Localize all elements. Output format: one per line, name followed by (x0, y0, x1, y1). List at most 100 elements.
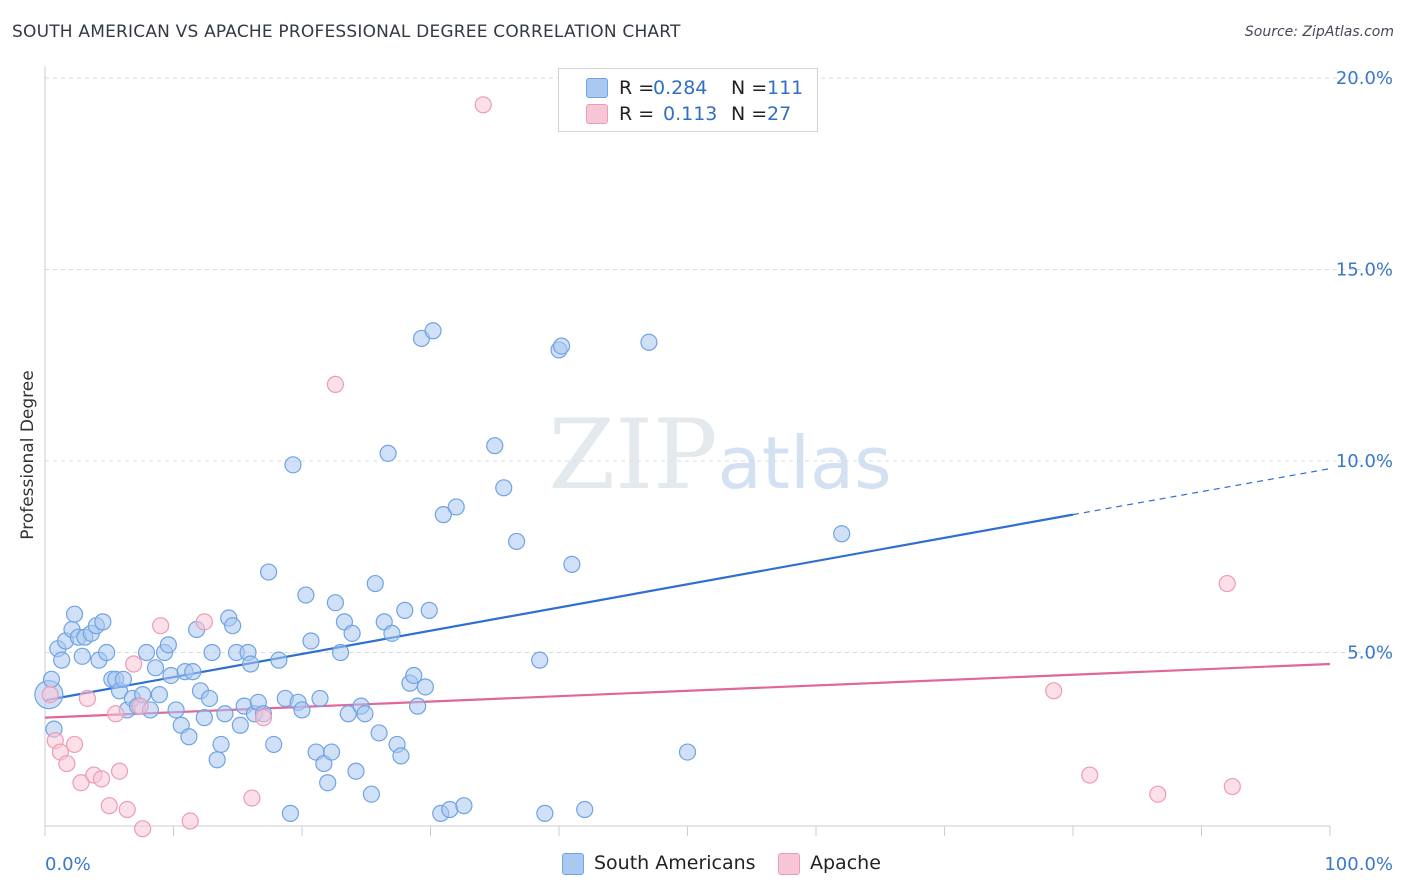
legend-box: R = 0.284 N = 111 R = 0.113 N = 27 (558, 68, 818, 132)
point-apache (1045, 682, 1063, 700)
point-south-americans (184, 663, 202, 681)
point-south-americans (405, 666, 423, 685)
point-south-americans (216, 705, 234, 723)
point-south-americans (302, 632, 320, 650)
point-south-americans (409, 697, 427, 715)
point-apache (131, 697, 149, 715)
point-apache (1218, 574, 1236, 593)
legend-n-label: N = (731, 103, 768, 125)
point-south-americans (137, 643, 156, 662)
point-south-americans (231, 716, 249, 734)
point-south-americans (293, 701, 311, 719)
x-tick-label: 0.0% (45, 854, 91, 875)
point-south-americans (347, 762, 365, 780)
gridlines (45, 77, 1392, 653)
point-apache (72, 774, 90, 792)
point-south-americans (356, 705, 374, 723)
legend-swatch-blue (562, 853, 584, 875)
x-tick-label: 100.0% (1324, 854, 1393, 875)
legend-label: South Americans (594, 852, 756, 874)
point-south-americans (319, 774, 337, 792)
point-south-americans (833, 525, 851, 543)
point-south-americans (297, 586, 315, 604)
point-south-americans (392, 747, 410, 765)
point-south-americans (242, 655, 260, 673)
point-apache (1149, 785, 1167, 803)
tick-labels: 5.0% 10.0% 15.0% 20.0% 0.0% 100.0% (45, 68, 1393, 875)
source-label: Source: ZipAtlas.com (1244, 24, 1394, 40)
point-south-americans (379, 444, 397, 462)
trend-line-extension (1072, 468, 1331, 516)
point-apache (41, 686, 59, 704)
point-apache (195, 613, 213, 631)
point-south-americans (536, 804, 554, 822)
point-south-americans (42, 670, 61, 688)
point-south-americans (98, 643, 116, 662)
point-apache (58, 754, 76, 773)
legend-swatch-pink (778, 853, 800, 875)
point-apache (254, 709, 273, 727)
y-tick-label: 5.0% (1347, 643, 1393, 664)
point-apache (326, 375, 345, 393)
point-south-americans (420, 601, 438, 619)
point-south-americans (180, 728, 198, 746)
point-south-americans (208, 751, 226, 769)
legend-n-label: N = (731, 77, 768, 99)
point-south-americans (94, 613, 112, 631)
point-apache (181, 812, 199, 830)
point-south-americans (383, 624, 401, 642)
point-south-americans (270, 651, 288, 669)
point-south-americans (455, 797, 473, 815)
point-apache (125, 655, 143, 673)
point-south-americans (495, 479, 513, 497)
point-apache (118, 800, 136, 819)
point-south-americans (212, 735, 230, 754)
point-south-americans (265, 735, 283, 754)
point-apache (152, 617, 170, 635)
point-apache (110, 762, 129, 780)
point-south-americans (343, 624, 361, 642)
point-south-americans (447, 498, 465, 516)
point-apache (92, 770, 111, 788)
watermark-atlas: atlas (718, 421, 892, 505)
point-south-americans (65, 605, 84, 623)
point-south-americans (162, 666, 180, 685)
point-south-americans (200, 689, 219, 708)
trend-line-south-americans (44, 513, 1074, 702)
legend-n-value: 27 (767, 103, 792, 125)
point-south-americans (326, 594, 345, 612)
point-south-americans (576, 800, 594, 819)
point-south-americans (322, 743, 341, 761)
legend-swatch-blue (586, 78, 608, 98)
point-south-americans (640, 333, 658, 351)
y-tick-label: 15.0% (1336, 260, 1393, 281)
legend-swatch-pink (586, 104, 608, 124)
legend-n-value: 111 (767, 77, 804, 99)
watermark-zip: ZIP (548, 399, 717, 511)
point-apache (474, 96, 492, 114)
data-points (34, 96, 1241, 838)
legend-label: Apache (810, 852, 881, 874)
legend-r-value: 0.284 (653, 77, 708, 99)
point-apache (107, 705, 125, 723)
point-south-americans (167, 701, 185, 719)
point-south-americans (150, 686, 168, 704)
point-apache (1223, 777, 1241, 796)
point-south-americans (441, 800, 459, 819)
legend-r-value: 0.113 (663, 103, 718, 125)
point-south-americans (370, 724, 388, 742)
point-south-americans (203, 643, 221, 662)
point-south-americans (53, 651, 71, 669)
point-south-americans (563, 555, 581, 574)
point-apache (1081, 766, 1099, 784)
point-south-americans (531, 651, 549, 669)
point-south-americans (224, 617, 242, 635)
point-apache (134, 820, 152, 838)
legend-r-label: R = (619, 77, 655, 99)
point-south-americans (396, 601, 414, 619)
point-south-americans (159, 636, 177, 654)
point-south-americans (416, 678, 434, 696)
point-south-americans (331, 643, 350, 662)
point-apache (100, 797, 118, 815)
